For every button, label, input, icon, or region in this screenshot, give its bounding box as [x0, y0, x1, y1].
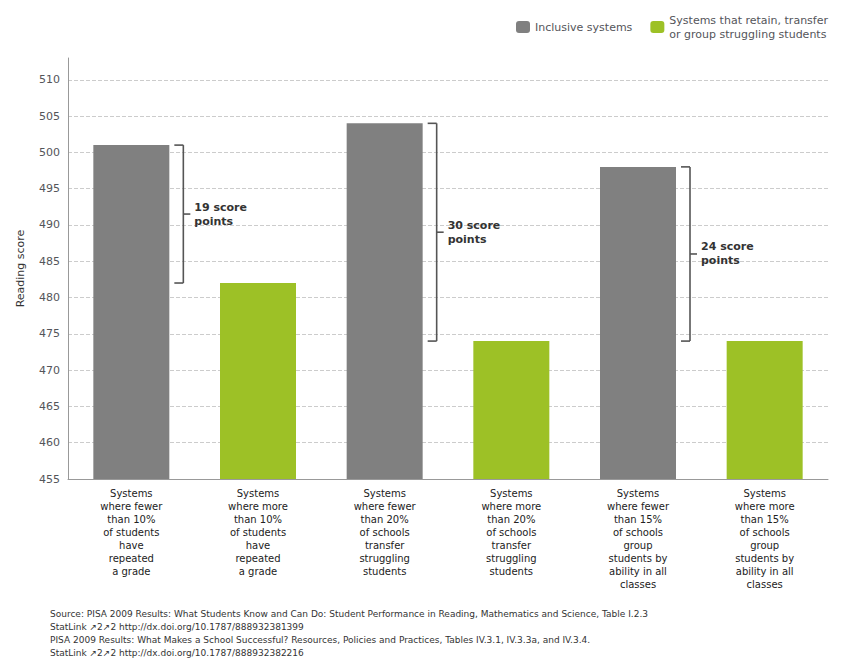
svg-text:students: students	[490, 566, 533, 577]
svg-text:than 20%: than 20%	[487, 514, 535, 525]
svg-text:465: 465	[39, 400, 60, 413]
svg-text:Systems: Systems	[490, 488, 533, 499]
svg-text:struggling: struggling	[486, 553, 537, 564]
svg-text:where fewer: where fewer	[354, 501, 417, 512]
svg-text:Systems: Systems	[743, 488, 786, 499]
svg-text:495: 495	[39, 182, 60, 195]
svg-text:where more: where more	[735, 501, 795, 512]
svg-text:of schools: of schools	[740, 527, 790, 538]
svg-text:where fewer: where fewer	[607, 501, 670, 512]
svg-text:than 10%: than 10%	[234, 514, 282, 525]
svg-text:group: group	[750, 540, 779, 551]
svg-text:struggling: struggling	[359, 553, 410, 564]
svg-text:or group struggling students: or group struggling students	[669, 28, 826, 41]
svg-text:30 score: 30 score	[448, 219, 501, 232]
svg-text:students by: students by	[609, 553, 668, 564]
svg-text:475: 475	[39, 327, 60, 340]
svg-text:460: 460	[39, 436, 60, 449]
svg-text:than 20%: than 20%	[361, 514, 409, 525]
svg-text:19 score: 19 score	[194, 201, 247, 214]
svg-text:Inclusive systems: Inclusive systems	[535, 21, 633, 34]
svg-text:StatLink ↗2↗2 http://dx.doi.or: StatLink ↗2↗2 http://dx.doi.org/10.1787/…	[50, 622, 304, 632]
svg-text:students: students	[363, 566, 406, 577]
svg-text:where more: where more	[228, 501, 288, 512]
svg-text:where fewer: where fewer	[100, 501, 163, 512]
svg-text:where more: where more	[481, 501, 541, 512]
svg-text:a grade: a grade	[112, 566, 150, 577]
svg-text:of schools: of schools	[360, 527, 410, 538]
svg-text:classes: classes	[747, 579, 783, 590]
svg-text:than 10%: than 10%	[107, 514, 155, 525]
svg-text:of students: of students	[230, 527, 286, 538]
svg-text:of students: of students	[103, 527, 159, 538]
svg-text:ability in all: ability in all	[736, 566, 794, 577]
svg-text:of schools: of schools	[486, 527, 536, 538]
svg-text:500: 500	[39, 146, 60, 159]
svg-text:505: 505	[39, 110, 60, 123]
svg-text:transfer: transfer	[492, 540, 532, 551]
svg-text:points: points	[448, 233, 487, 246]
svg-text:classes: classes	[620, 579, 656, 590]
svg-text:490: 490	[39, 218, 60, 231]
svg-text:repeated: repeated	[235, 553, 280, 564]
svg-text:group: group	[623, 540, 652, 551]
svg-text:510: 510	[39, 73, 60, 86]
svg-text:24 score: 24 score	[701, 240, 754, 253]
svg-text:students by: students by	[735, 553, 794, 564]
svg-text:of schools: of schools	[613, 527, 663, 538]
svg-text:485: 485	[39, 255, 60, 268]
svg-text:Systems: Systems	[617, 488, 660, 499]
svg-text:Systems that retain, transfer: Systems that retain, transfer	[669, 14, 828, 27]
svg-text:470: 470	[39, 364, 60, 377]
svg-text:Systems: Systems	[237, 488, 280, 499]
svg-text:a grade: a grade	[239, 566, 277, 577]
svg-text:ability in all: ability in all	[609, 566, 667, 577]
svg-text:points: points	[701, 254, 740, 267]
svg-text:than 15%: than 15%	[741, 514, 789, 525]
svg-text:have: have	[119, 540, 144, 551]
svg-text:PISA 2009 Results: What Makes: PISA 2009 Results: What Makes a School S…	[50, 635, 590, 645]
svg-text:480: 480	[39, 291, 60, 304]
svg-text:transfer: transfer	[365, 540, 405, 551]
svg-text:than 15%: than 15%	[614, 514, 662, 525]
svg-text:Systems: Systems	[363, 488, 406, 499]
svg-text:repeated: repeated	[109, 553, 154, 564]
svg-text:Source: PISA 2009 Results: Wha: Source: PISA 2009 Results: What Students…	[50, 609, 648, 619]
svg-text:have: have	[246, 540, 271, 551]
svg-text:Systems: Systems	[110, 488, 153, 499]
svg-text:points: points	[194, 215, 233, 228]
svg-text:Reading score: Reading score	[14, 229, 27, 307]
svg-text:StatLink ↗2↗2 http://dx.doi.or: StatLink ↗2↗2 http://dx.doi.org/10.1787/…	[50, 648, 304, 658]
svg-text:455: 455	[39, 473, 60, 486]
